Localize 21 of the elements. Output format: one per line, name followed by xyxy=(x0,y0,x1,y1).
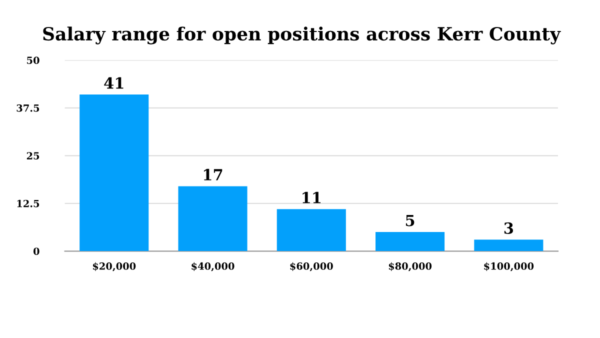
chart-title: Salary range for open positions across Kerr County xyxy=(43,26,561,44)
bar xyxy=(276,209,346,252)
data-label: 11 xyxy=(302,192,321,204)
data-label: 41 xyxy=(104,77,124,89)
y-tick-label: 12.5 xyxy=(17,200,40,208)
bar xyxy=(80,94,149,252)
x-tick-label: $80,000 xyxy=(388,262,432,272)
y-tick-label: 50 xyxy=(27,56,40,64)
x-tick-label: $40,000 xyxy=(192,262,234,272)
data-label: 5 xyxy=(406,214,414,226)
x-tick-label: $100,000 xyxy=(484,262,534,272)
bar xyxy=(376,232,445,252)
y-tick-label: 37.5 xyxy=(16,104,40,112)
x-tick-label: $60,000 xyxy=(290,262,333,272)
data-label: 17 xyxy=(204,168,222,180)
bar xyxy=(178,186,248,252)
bar xyxy=(474,240,544,252)
x-tick-label: $20,000 xyxy=(93,262,136,272)
y-tick-label: 25 xyxy=(26,152,40,160)
y-tick-label: 0 xyxy=(33,248,40,255)
data-label: 3 xyxy=(504,222,514,234)
